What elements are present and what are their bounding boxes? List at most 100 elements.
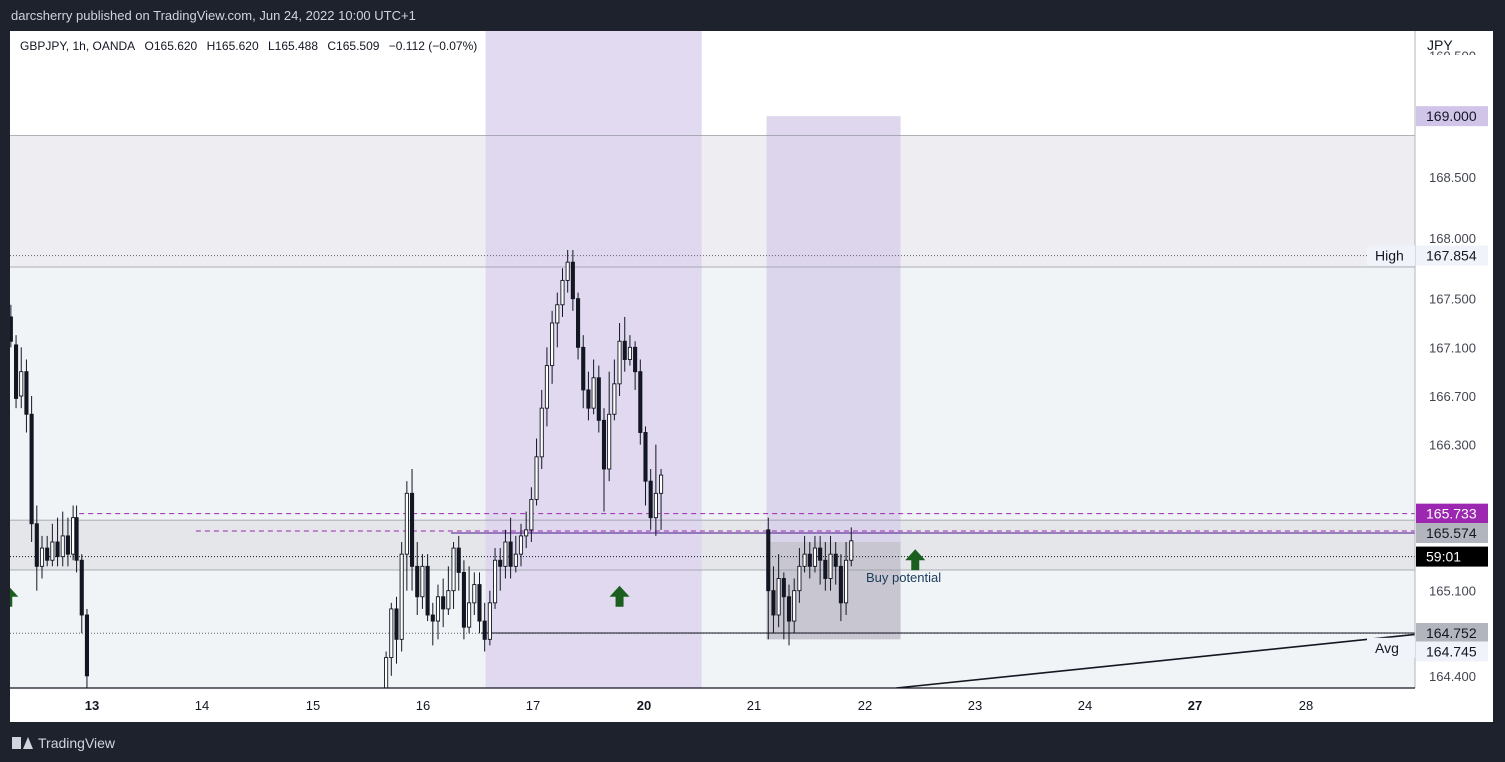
candle-body-3 bbox=[24, 371, 29, 415]
time-axis[interactable] bbox=[10, 688, 1493, 722]
candle-body-26 bbox=[435, 596, 441, 622]
candle-body-42 bbox=[518, 535, 524, 555]
candle-body-14 bbox=[79, 559, 84, 616]
x-tick-label: 13 bbox=[85, 698, 99, 713]
price-badge bbox=[1416, 522, 1488, 543]
legend-open: O165.620 bbox=[144, 39, 198, 53]
up-arrow-icon-1 bbox=[609, 585, 630, 607]
candle-body-33 bbox=[472, 584, 477, 604]
brand-label: TradingView bbox=[38, 735, 116, 751]
candle-body-61 bbox=[617, 340, 622, 385]
candle-body-45 bbox=[534, 456, 539, 500]
candle-body-55 bbox=[586, 389, 591, 409]
y-tick-label: 168.000 bbox=[1429, 231, 1476, 246]
candle-body-51 bbox=[565, 261, 570, 281]
candle-body-69 bbox=[659, 474, 664, 494]
candle-body-5 bbox=[34, 523, 39, 567]
legend-symbol: GBPJPY, 1h, OANDA bbox=[20, 39, 136, 53]
candle-body-11 bbox=[65, 535, 70, 555]
footer: TradingView bbox=[0, 722, 1505, 762]
candle-body-60 bbox=[612, 383, 617, 415]
y-tick-label: 167.500 bbox=[1429, 292, 1476, 307]
tradingview-logo-icon bbox=[12, 737, 34, 749]
candle-body-17 bbox=[389, 608, 394, 659]
candle-body-86 bbox=[849, 540, 854, 561]
candle-body-82 bbox=[828, 553, 833, 579]
candle-body-13 bbox=[74, 517, 79, 561]
price-badge bbox=[1416, 245, 1488, 266]
x-tick-label: 14 bbox=[195, 698, 209, 713]
candle-body-19 bbox=[399, 553, 404, 640]
candle-body-44 bbox=[529, 498, 534, 531]
candle-body-48 bbox=[550, 322, 555, 367]
tradingview-brand[interactable]: TradingView bbox=[12, 735, 115, 751]
candle-body-39 bbox=[503, 541, 508, 567]
support-zone bbox=[10, 520, 1415, 570]
candle-body-40 bbox=[508, 541, 513, 567]
candle-body-58 bbox=[601, 419, 607, 470]
x-tick-label: 23 bbox=[968, 698, 982, 713]
price-badge-label: 167.854 bbox=[1426, 248, 1477, 264]
candle-body-2 bbox=[19, 371, 24, 397]
candle-body-9 bbox=[55, 541, 60, 558]
y-tick-label: 165.100 bbox=[1429, 584, 1476, 599]
currency-label: JPY bbox=[1427, 37, 1453, 53]
candle-body-28 bbox=[446, 590, 451, 610]
x-tick-label: 15 bbox=[306, 698, 320, 713]
price-badge-label: 164.752 bbox=[1426, 625, 1477, 641]
candle-body-8 bbox=[50, 541, 55, 561]
price-axis[interactable] bbox=[1415, 31, 1493, 722]
candle-body-70 bbox=[766, 529, 771, 592]
chart-frame[interactable]: Buy potential169.500168.500168.000167.50… bbox=[10, 31, 1493, 722]
candle-body-62 bbox=[622, 340, 627, 360]
legend-change: −0.112 (−0.07%) bbox=[388, 39, 478, 53]
price-badge bbox=[1416, 623, 1488, 644]
candle-body-18 bbox=[394, 608, 399, 640]
y-tick-label: 166.700 bbox=[1429, 389, 1476, 404]
candle-body-71 bbox=[771, 590, 776, 616]
candle-body-32 bbox=[467, 602, 472, 628]
candle-body-54 bbox=[581, 346, 586, 391]
candle-body-21 bbox=[409, 492, 415, 567]
x-tick-label: 21 bbox=[747, 698, 761, 713]
candle-body-65 bbox=[638, 371, 643, 433]
candle-body-10 bbox=[60, 535, 65, 558]
candle-body-77 bbox=[802, 553, 807, 567]
x-tick-label: 24 bbox=[1078, 698, 1092, 713]
candle-body-1 bbox=[14, 344, 19, 399]
x-tick-label: 20 bbox=[637, 698, 651, 713]
level-label-avg: Avg bbox=[1375, 640, 1399, 656]
candle-body-0 bbox=[10, 316, 13, 342]
candle-body-36 bbox=[487, 602, 492, 640]
candle-body-38 bbox=[498, 559, 503, 567]
price-badge-label: 169.000 bbox=[1426, 108, 1477, 124]
x-tick-label: 17 bbox=[526, 698, 540, 713]
candle-body-34 bbox=[477, 584, 482, 622]
candle-body-67 bbox=[648, 480, 653, 519]
candle-body-76 bbox=[797, 565, 802, 592]
x-tick-label: 22 bbox=[858, 698, 872, 713]
price-badge bbox=[1416, 503, 1488, 524]
upper-grey-zone bbox=[10, 135, 1415, 268]
candle-body-49 bbox=[555, 304, 560, 324]
candle-body-4 bbox=[29, 413, 34, 525]
candle-body-66 bbox=[643, 432, 648, 482]
candle-body-78 bbox=[807, 553, 812, 567]
y-tick-label: 164.400 bbox=[1429, 669, 1476, 684]
candle-body-57 bbox=[596, 377, 601, 421]
candle-body-37 bbox=[492, 559, 498, 604]
level-label-bg bbox=[1367, 637, 1415, 658]
candle-body-74 bbox=[786, 596, 792, 622]
y-tick-label: 168.500 bbox=[1429, 170, 1476, 185]
candle-body-85 bbox=[844, 559, 849, 604]
candle-body-27 bbox=[441, 596, 446, 610]
candle-body-24 bbox=[425, 565, 430, 616]
price-badge bbox=[1416, 546, 1488, 567]
candle-body-56 bbox=[591, 377, 596, 409]
candle-body-6 bbox=[39, 547, 45, 567]
candle-body-72 bbox=[776, 578, 781, 616]
price-badge-label: 165.733 bbox=[1426, 506, 1477, 522]
price-chart[interactable]: Buy potential169.500168.500168.000167.50… bbox=[10, 31, 1493, 722]
price-badge bbox=[1416, 641, 1488, 662]
candle-body-73 bbox=[781, 578, 786, 598]
